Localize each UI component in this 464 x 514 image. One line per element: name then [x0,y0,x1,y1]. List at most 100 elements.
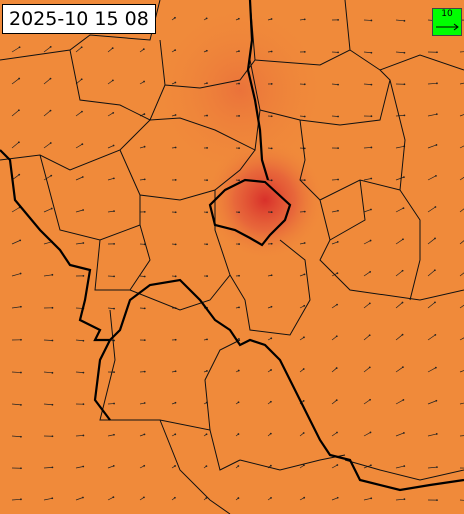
wind-arrow-head [303,210,306,213]
wind-arrow-head [302,464,305,467]
wind-arrow-head [402,207,405,209]
wind-arrow-head [303,147,306,150]
wind-arrow [427,466,437,469]
wind-arrow-head [49,142,52,144]
legend-label: 10 [441,9,453,19]
wind-arrow [363,334,370,341]
wind-arrow [395,366,404,373]
wind-arrow [75,497,84,501]
wind-arrow-head [143,178,146,181]
wind-arrow-head [269,464,272,467]
wind-arrow-head [303,18,306,21]
wind-arrow-head [270,179,273,182]
wind-arrow-head [143,307,146,310]
wind-arrow [11,207,20,213]
wind-arrow-head [436,82,438,85]
wind-arrow [43,175,52,181]
wind-arrow [395,498,405,501]
wind-arrow [43,110,51,117]
wind-arrow-head [112,465,115,467]
wind-arrow [11,273,21,277]
wind-arrow-head [336,241,339,243]
wind-arrow-head [401,269,404,272]
wind-arrow [43,403,53,406]
wind-arrow-head [18,46,21,49]
wind-arrow [459,240,464,245]
wind-arrow-head [174,16,176,19]
wind-arrow-head [370,177,373,180]
wind-arrow-head [270,211,273,213]
wind-arrow-head [51,435,54,438]
wind-arrow-head [402,366,404,369]
wind-arrow [75,209,84,213]
wind-arrow-head [335,399,338,402]
wind-arrow-head [111,79,114,82]
wind-arrow [11,109,20,117]
wind-arrow-head [205,49,208,52]
wind-arrow [75,242,84,245]
wind-arrow-head [173,496,176,499]
wind-arrow [11,46,20,53]
wind-arrow-head [206,338,208,341]
wind-arrow-head [403,51,406,54]
wind-arrow [395,145,405,149]
wind-arrow [427,400,437,405]
wind-arrow-head [270,50,273,53]
wind-arrow-head [303,179,306,182]
wind-arrow-head [50,207,53,210]
wind-arrow [11,142,20,149]
wind-arrow [363,399,371,405]
wind-arrow-head [369,464,372,467]
wind-arrow [43,142,51,149]
wind-arrow-head [19,305,22,308]
wind-arrow-head [82,403,85,406]
wind-arrow-head [112,177,115,180]
wind-arrow [43,274,53,277]
wind-arrow [363,147,372,149]
wind-arrow-head [270,242,273,245]
wind-arrow [331,241,338,245]
wind-arrow-head [270,274,273,277]
wind-arrow-head [143,496,145,499]
wind-arrows [11,14,464,501]
wind-arrow-head [436,466,438,469]
wind-arrow [11,306,21,309]
wind-arrow-head [269,432,272,435]
wind-arrow-head [206,211,208,214]
wind-arrow-head [402,399,405,401]
wind-arrow [43,339,53,341]
wind-arrow-head [237,369,240,372]
wind-arrow-head [18,77,21,80]
wind-arrow [331,367,337,373]
wind-arrow [427,269,436,277]
wind-arrow-head [370,19,373,22]
wind-arrow-head [143,433,146,436]
wind-arrow [459,272,464,277]
wind-arrow [395,432,404,437]
wind-arrow [427,175,437,181]
wind-arrow [459,402,464,405]
wind-arrow-head [20,371,22,374]
wind-arrow-head [113,242,115,245]
wind-arrow-head [238,274,240,277]
wind-arrow-head [80,78,83,81]
wind-arrow-head [238,82,240,85]
wind-arrow [363,240,371,245]
wind-arrow [363,83,372,85]
wind-arrow-head [143,464,146,467]
wind-arrow [75,466,84,469]
wind-arrow-head [435,399,438,402]
wind-arrow-head [403,114,406,117]
wind-arrow-head [206,243,208,246]
wind-arrow-head [174,49,177,52]
wind-arrow-head [303,304,306,307]
wind-arrow [459,435,464,437]
wind-arrow-head [370,146,373,149]
wind-arrow [107,112,114,117]
wind-arrow-head [370,497,373,500]
wind-arrow [331,432,338,437]
wind-arrow-head [369,239,372,242]
wind-arrow-head [174,465,176,467]
wind-arrow-head [113,307,115,310]
